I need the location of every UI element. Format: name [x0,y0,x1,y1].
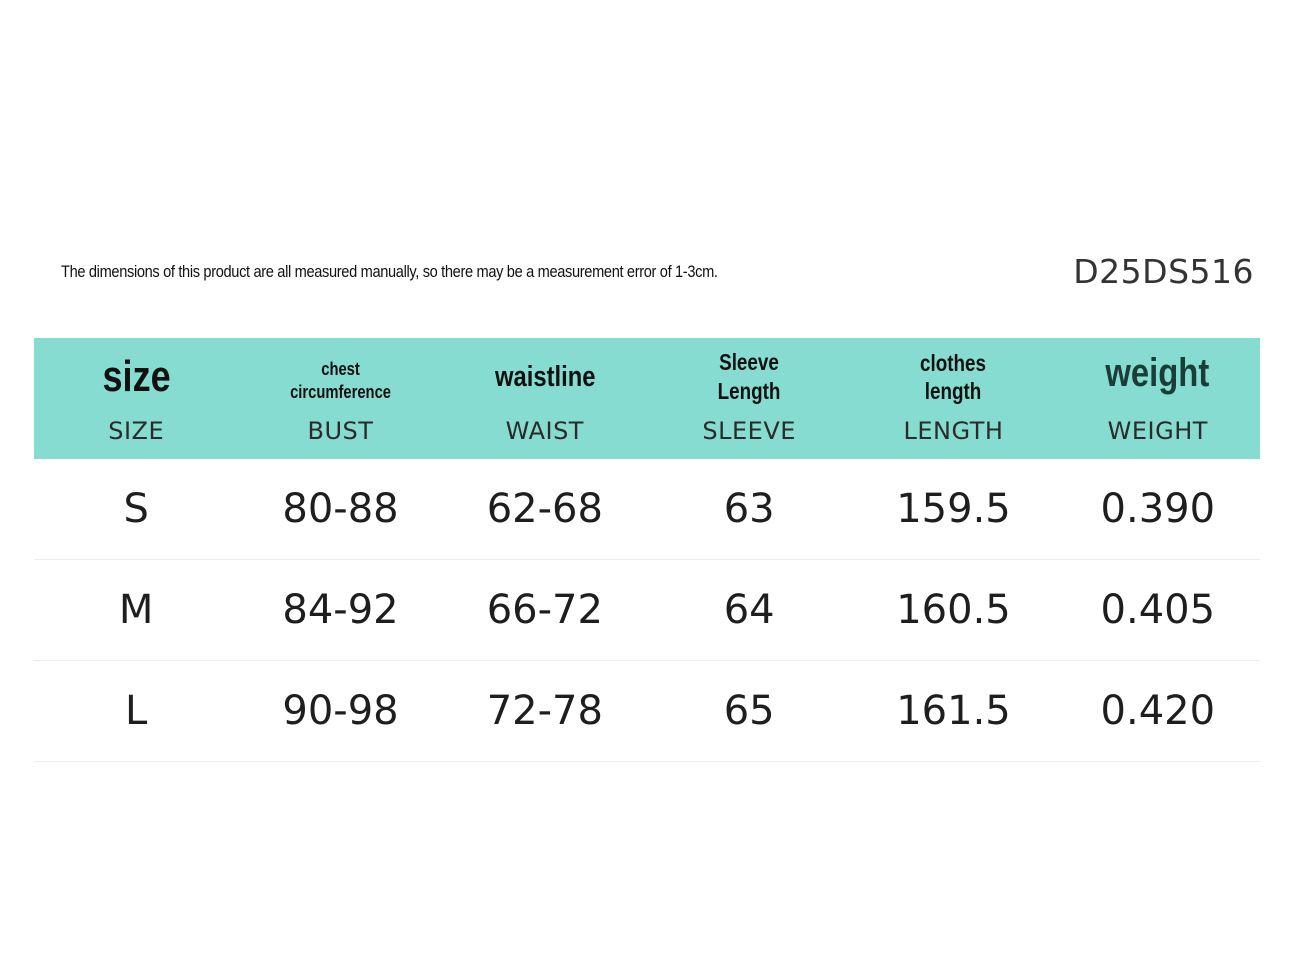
measurement-note: The dimensions of this product are all m… [61,262,718,281]
header-cell-length: clothes length LENGTH [851,338,1055,459]
table-row: S 80-88 62-68 63 159.5 0.390 [34,459,1260,560]
header-label-length: clothes length [920,350,987,404]
cell-size: M [118,587,154,633]
table-row: L 90-98 72-78 65 161.5 0.420 [34,661,1260,762]
header-label-size: size [102,351,171,401]
cell-waist: 66-72 [486,587,603,633]
cell-bust: 80-88 [282,486,399,532]
cell-length: 160.5 [896,587,1011,633]
cell-bust: 90-98 [282,688,399,734]
table-row: M 84-92 66-72 64 160.5 0.405 [34,560,1260,661]
cell-bust: 84-92 [282,587,399,633]
cell-waist: 62-68 [486,486,603,532]
cell-length: 159.5 [896,486,1011,532]
header-label-bust: chest circumference [289,359,391,402]
table-header: size SIZE chest circumference BUST waist… [34,338,1260,459]
header-sublabel-sleeve: SLEEVE [702,417,796,445]
cell-weight: 0.405 [1100,587,1216,633]
cell-sleeve: 65 [723,688,775,734]
header-cell-size: size SIZE [34,338,238,459]
header-cell-waist: waistline WAIST [443,338,647,459]
cell-size: S [123,486,149,532]
cell-length: 161.5 [896,688,1011,734]
cell-weight: 0.390 [1100,486,1216,532]
cell-size: L [125,688,148,734]
header-label-sleeve: Sleeve Length [717,349,781,404]
header-sublabel-size: SIZE [108,417,165,445]
header-cell-bust: chest circumference BUST [238,338,442,459]
header-cell-sleeve: Sleeve Length SLEEVE [647,338,851,459]
header-label-weight: weight [1105,351,1210,395]
header-sublabel-bust: BUST [307,417,374,445]
size-chart-table: size SIZE chest circumference BUST waist… [34,338,1260,762]
product-code: D25DS516 [1073,252,1254,291]
cell-weight: 0.420 [1100,688,1216,734]
cell-sleeve: 63 [723,486,775,532]
header-cell-weight: weight WEIGHT [1056,338,1260,459]
header-label-waist: waistline [494,360,596,393]
cell-waist: 72-78 [486,688,603,734]
header-sublabel-waist: WAIST [505,417,584,445]
header-sublabel-weight: WEIGHT [1107,417,1208,445]
header-sublabel-length: LENGTH [903,417,1004,445]
cell-sleeve: 64 [723,587,775,633]
